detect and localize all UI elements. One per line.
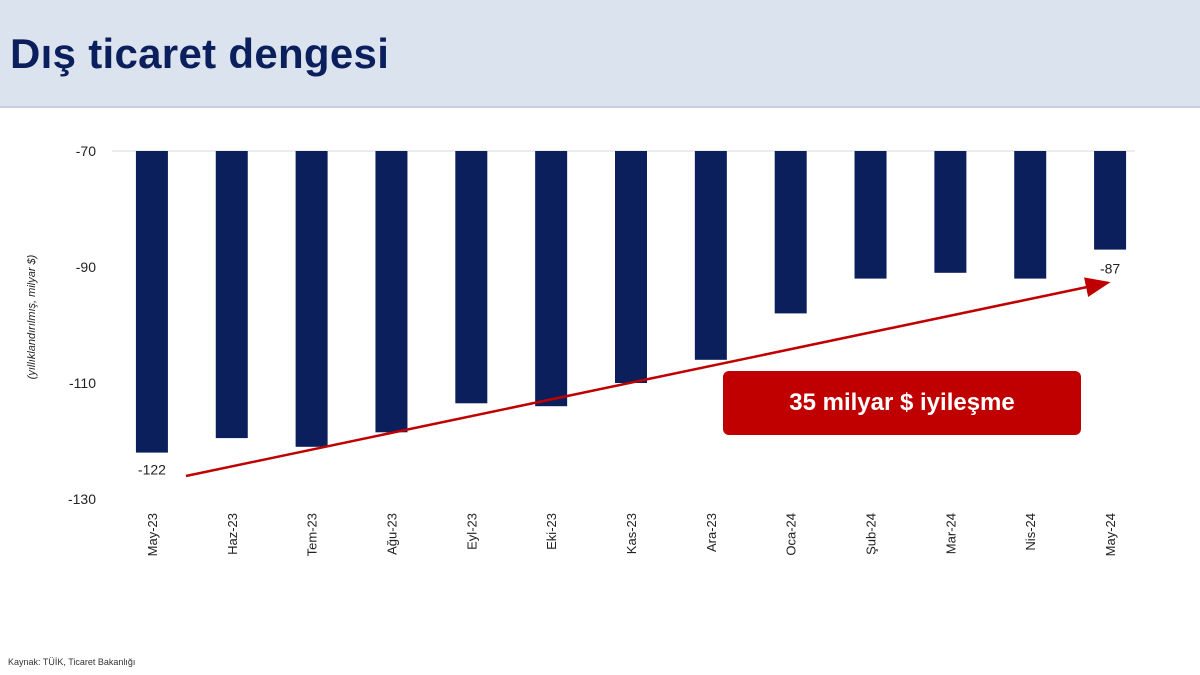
bar <box>375 151 408 433</box>
y-axis-title: (yıllıklandırılmış, milyar $) <box>26 254 38 379</box>
bar <box>295 151 328 447</box>
bar <box>135 151 168 453</box>
bar <box>455 151 488 404</box>
improvement-callout: 35 milyar $ iyileşme <box>723 371 1081 435</box>
y-tick-label: -90 <box>76 259 96 275</box>
x-tick-label: Mar-24 <box>943 513 958 554</box>
header-banner: Dış ticaret dengesi <box>0 0 1200 108</box>
trend-arrow <box>185 277 1111 478</box>
bar <box>694 151 727 360</box>
x-tick-label: Ara-23 <box>704 513 719 552</box>
source-note: Kaynak: TÜİK, Ticaret Bakanlığı <box>8 657 136 667</box>
x-tick-label: Ağu-23 <box>384 513 399 555</box>
x-tick-label: Oca-24 <box>784 513 799 556</box>
x-tick-label: Şub-24 <box>864 513 879 555</box>
x-tick-label: May-23 <box>145 513 160 556</box>
x-tick-label: Haz-23 <box>225 513 240 555</box>
page-title: Dış ticaret dengesi <box>10 30 390 77</box>
bar <box>615 151 647 383</box>
bar <box>774 151 807 314</box>
x-tick-label: Tem-23 <box>305 513 320 556</box>
x-tick-label: Eyl-23 <box>464 513 479 550</box>
bar <box>215 151 248 439</box>
x-tick-label: Eki-23 <box>544 513 559 550</box>
x-tick-label: May-24 <box>1103 513 1118 556</box>
y-tick-label: -110 <box>69 375 96 391</box>
x-tick-label: Kas-23 <box>624 513 639 554</box>
bar <box>854 151 887 279</box>
bar <box>1094 151 1127 250</box>
y-tick-label: -130 <box>68 491 96 507</box>
y-tick-label: -70 <box>76 143 96 159</box>
data-label: -87 <box>1100 261 1120 277</box>
x-tick-label: Nis-24 <box>1023 513 1038 551</box>
bar <box>934 151 967 273</box>
bar <box>535 151 568 407</box>
data-label: -122 <box>138 462 166 478</box>
bar <box>1014 151 1047 279</box>
